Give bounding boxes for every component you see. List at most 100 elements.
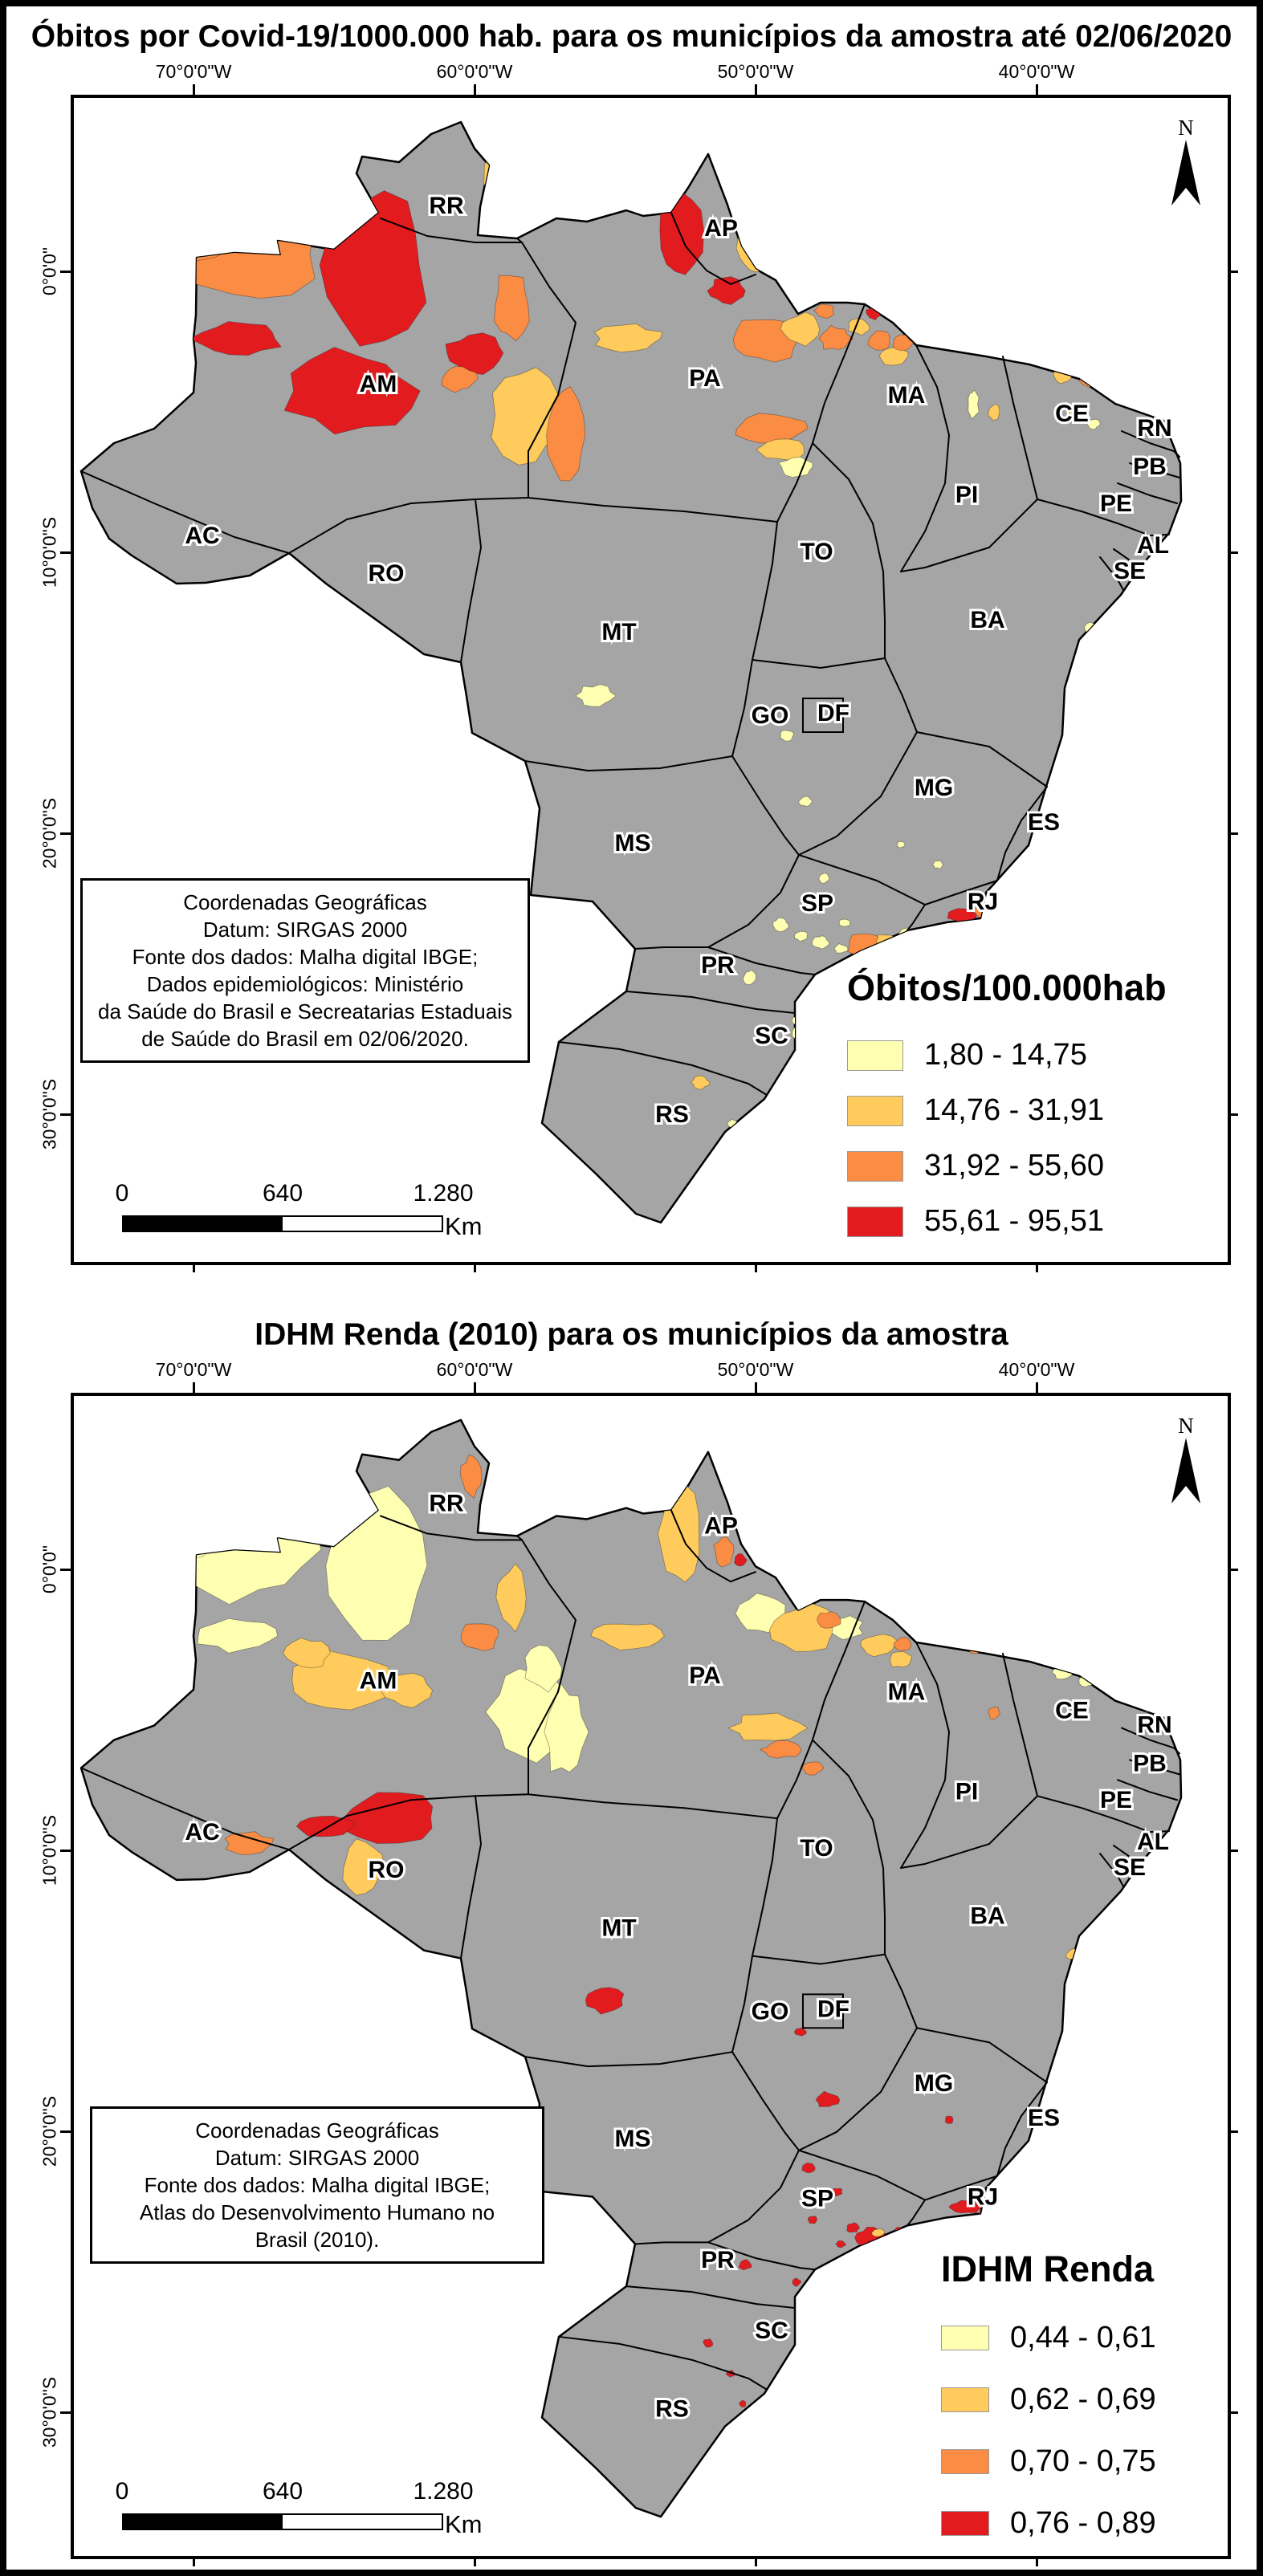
municipality-patch bbox=[838, 918, 851, 927]
state-label-AP: AP bbox=[704, 215, 738, 242]
state-label-AL: AL bbox=[1137, 1829, 1169, 1855]
municipality-patch bbox=[1177, 543, 1181, 552]
longitude-tick bbox=[1036, 1262, 1038, 1272]
municipality-patch bbox=[847, 934, 882, 958]
municipality-patch bbox=[460, 1623, 499, 1651]
state-label-AM: AM bbox=[360, 1668, 397, 1695]
map-title: Óbitos por Covid-19/1000.000 hab. para o… bbox=[31, 19, 1232, 54]
info-line: Brasil (2010). bbox=[255, 2228, 380, 2252]
municipality-patch bbox=[876, 934, 895, 948]
state-label-GO: GO bbox=[752, 1998, 789, 2025]
municipality-patch bbox=[870, 2228, 885, 2237]
municipality-patch bbox=[1200, 522, 1211, 530]
municipality-patch bbox=[1113, 687, 1122, 697]
state-borders bbox=[80, 212, 1180, 1096]
latitude-label: 30°0'0"S bbox=[39, 2376, 60, 2448]
latitude-label: 0°0'0" bbox=[39, 1544, 60, 1594]
municipality-patch bbox=[1122, 389, 1139, 403]
state-label-MT: MT bbox=[601, 619, 636, 645]
state-label-PI: PI bbox=[955, 1778, 978, 1805]
map-frame: RR AP AM PA MA CE RN PB PE AL SE PI TO BA AC RO MT GO DF MG… bbox=[71, 95, 1231, 1265]
state-label-SC: SC bbox=[755, 1023, 788, 1049]
info-line: Coordenadas Geográficas bbox=[195, 2118, 439, 2143]
municipality-patch bbox=[707, 276, 746, 305]
state-label-TO: TO bbox=[800, 539, 833, 565]
municipality-patch bbox=[739, 2399, 747, 2407]
legend-title: Óbitos/100.000hab bbox=[847, 967, 1167, 1008]
latitude-tick bbox=[60, 1113, 71, 1116]
municipality-patch bbox=[892, 334, 915, 352]
municipality-patch bbox=[830, 2187, 843, 2197]
municipality-patch bbox=[1010, 891, 1025, 902]
latitude-tick bbox=[60, 271, 71, 273]
state-label-AM: AM bbox=[360, 371, 397, 397]
longitude-tick bbox=[755, 1382, 757, 1393]
latitude-tick bbox=[60, 1569, 71, 1571]
municipality-patch bbox=[798, 796, 813, 807]
legend-range-label: 0,70 - 0,75 bbox=[1010, 2444, 1156, 2478]
state-label-RS: RS bbox=[655, 1101, 689, 1128]
municipality-patch bbox=[1101, 1679, 1119, 1693]
source-info-box: Coordenadas Geográficas Datum: SIRGAS 200… bbox=[90, 2106, 544, 2264]
municipality-patch bbox=[780, 730, 794, 742]
info-line: de Saúde do Brasil em 02/06/2020. bbox=[141, 1027, 469, 1051]
municipality-patch bbox=[988, 1706, 1000, 1720]
legend-swatch bbox=[847, 1040, 903, 1071]
state-label-AP: AP bbox=[704, 1512, 738, 1539]
municipality-patch bbox=[727, 1712, 809, 1741]
state-label-PR: PR bbox=[701, 2247, 735, 2273]
state-label-MG: MG bbox=[915, 2070, 953, 2097]
state-label-RJ: RJ bbox=[968, 889, 998, 915]
scale-label-0: 0 bbox=[115, 2478, 129, 2505]
municipality-patch bbox=[768, 1603, 835, 1652]
municipality-patch bbox=[896, 841, 906, 848]
state-label-PI: PI bbox=[955, 482, 978, 508]
municipality-patch bbox=[1206, 474, 1216, 482]
longitude-tick bbox=[193, 1382, 195, 1393]
municipality-patch bbox=[893, 1637, 912, 1651]
municipality-patch bbox=[1204, 1809, 1213, 1817]
legend-item: 0,70 - 0,75 bbox=[941, 2444, 1156, 2479]
state-label-RR: RR bbox=[429, 1491, 463, 1517]
municipality-patch bbox=[1023, 2171, 1036, 2181]
scale-label-max: 1.280 bbox=[413, 1180, 474, 1207]
legend-range-label: 1,80 - 14,75 bbox=[924, 1038, 1087, 1072]
municipality-patch bbox=[713, 1536, 735, 1568]
municipality-patch bbox=[813, 303, 835, 319]
latitude-tick bbox=[1228, 551, 1238, 554]
north-arrow: N bbox=[1162, 116, 1210, 211]
longitude-tick bbox=[755, 2556, 757, 2566]
longitude-label: 50°0'0"W bbox=[717, 61, 794, 82]
municipality-patch bbox=[224, 1831, 275, 1856]
municipality-patch bbox=[792, 2277, 802, 2287]
longitude-tick bbox=[474, 2556, 476, 2566]
longitude-tick bbox=[193, 84, 195, 95]
state-label-SP: SP bbox=[801, 2186, 833, 2212]
municipality-patch bbox=[807, 2216, 818, 2224]
municipality-patch bbox=[380, 1672, 434, 1708]
municipality-patch bbox=[1139, 403, 1155, 413]
latitude-label: 10°0'0"S bbox=[39, 516, 60, 588]
info-line: Dados epidemiológicos: Ministério bbox=[146, 972, 464, 996]
state-label-PA: PA bbox=[689, 365, 720, 392]
municipality-patch bbox=[544, 1681, 589, 1773]
north-label: N bbox=[1178, 1414, 1194, 1438]
state-label-PA: PA bbox=[689, 1662, 720, 1689]
info-line: Datum: SIRGAS 2000 bbox=[202, 918, 408, 942]
legend-swatch bbox=[941, 2387, 989, 2412]
municipality-patch bbox=[1021, 2151, 1029, 2160]
municipality-patch bbox=[1192, 499, 1204, 507]
municipality-patch bbox=[965, 342, 983, 355]
longitude-label: 70°0'0"W bbox=[155, 61, 232, 82]
latitude-label: 0°0'0" bbox=[39, 246, 60, 296]
longitude-tick bbox=[1036, 84, 1038, 95]
state-label-PE: PE bbox=[1100, 490, 1132, 517]
legend-swatch bbox=[847, 1095, 903, 1126]
longitude-label: 40°0'0"W bbox=[998, 61, 1075, 82]
longitude-label: 60°0'0"W bbox=[436, 1359, 513, 1380]
municipality-patch bbox=[1100, 380, 1123, 397]
state-label-BA: BA bbox=[970, 1903, 1004, 1930]
map-title: IDHM Renda (2010) para os municípios da … bbox=[255, 1317, 1008, 1352]
legend-item: 31,92 - 55,60 bbox=[847, 1149, 1167, 1183]
